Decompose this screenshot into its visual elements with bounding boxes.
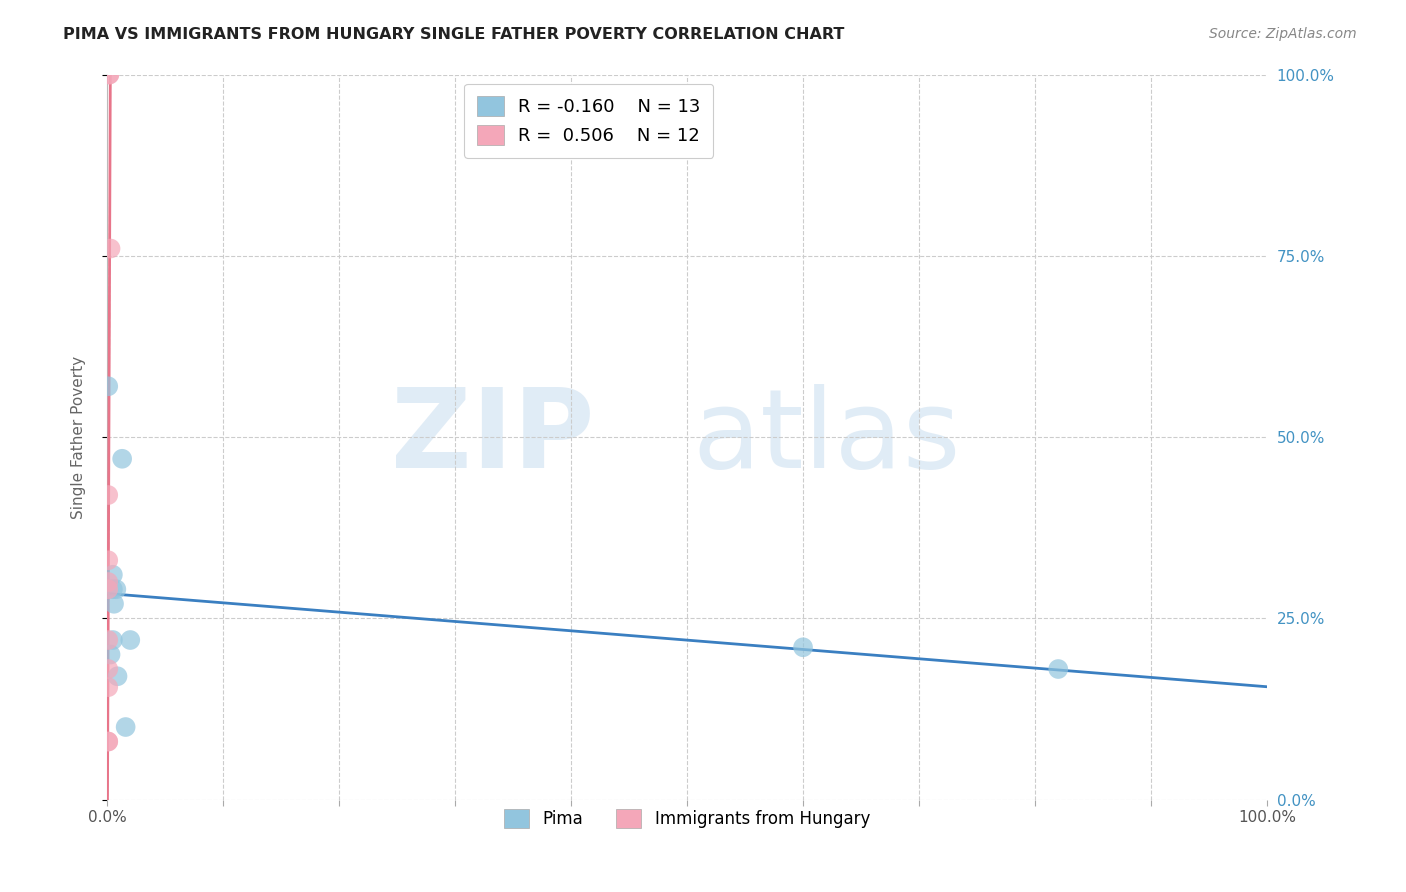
Point — [97, 734, 120, 748]
Point — [101, 582, 124, 597]
Text: ZIP: ZIP — [391, 384, 595, 491]
Point — [97, 379, 120, 393]
Text: atlas: atlas — [692, 384, 960, 491]
Point — [97, 553, 120, 567]
Legend: Pima, Immigrants from Hungary: Pima, Immigrants from Hungary — [498, 803, 877, 835]
Point — [97, 574, 120, 589]
Point — [101, 633, 124, 648]
Point — [97, 680, 120, 694]
Point — [1047, 662, 1070, 676]
Point — [100, 648, 122, 662]
Text: Source: ZipAtlas.com: Source: ZipAtlas.com — [1209, 27, 1357, 41]
Point — [107, 669, 129, 683]
Point — [97, 662, 120, 676]
Text: PIMA VS IMMIGRANTS FROM HUNGARY SINGLE FATHER POVERTY CORRELATION CHART: PIMA VS IMMIGRANTS FROM HUNGARY SINGLE F… — [63, 27, 845, 42]
Point — [98, 68, 121, 82]
Point — [111, 451, 134, 466]
Point — [98, 68, 121, 82]
Point — [120, 633, 142, 648]
Point — [97, 734, 120, 748]
Point — [97, 633, 120, 648]
Point — [97, 582, 120, 597]
Point — [100, 242, 122, 256]
Point — [103, 597, 125, 611]
Point — [97, 488, 120, 502]
Point — [101, 567, 124, 582]
Y-axis label: Single Father Poverty: Single Father Poverty — [72, 355, 86, 518]
Point — [114, 720, 136, 734]
Point — [792, 640, 814, 655]
Point — [105, 582, 128, 597]
